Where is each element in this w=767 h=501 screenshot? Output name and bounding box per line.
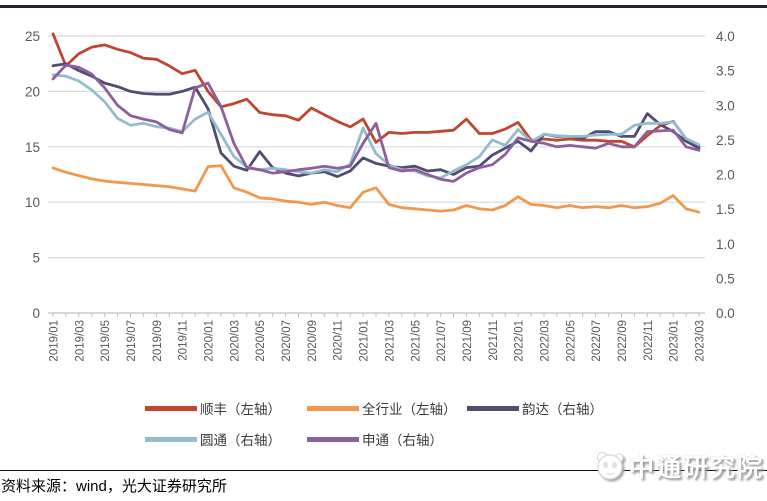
legend-label-industry: 全行业（左轴） (362, 402, 457, 417)
svg-text:2023/03: 2023/03 (695, 320, 707, 362)
svg-text:2019/07: 2019/07 (126, 320, 138, 362)
panda-logo-icon (596, 452, 624, 480)
svg-text:2019/05: 2019/05 (100, 320, 112, 362)
svg-text:2020/03: 2020/03 (229, 320, 241, 362)
svg-text:2022/07: 2022/07 (591, 320, 603, 362)
line-chart: 0 5 10 15 20 25 0.0 0.5 1.0 1.5 2.0 2.5 3.0 3.5 4.0 201… (25, 29, 735, 362)
y-axis-right-labels: 0.0 0.5 1.0 1.5 2.0 2.5 3.0 3.5 4.0 (716, 29, 735, 321)
svg-text:10: 10 (25, 195, 40, 210)
svg-text:2023/01: 2023/01 (669, 320, 681, 362)
legend-label-shentong: 申通（右轴） (362, 433, 443, 448)
source-note: 资料来源：wind，光大证券研究所 (1, 478, 227, 495)
x-axis-labels: 2019/01 2019/03 2019/05 2019/07 2019/09 2019/… (49, 320, 707, 362)
legend-label-shunfeng: 顺丰（左轴） (200, 402, 281, 417)
top-border-rule (0, 5, 767, 8)
legend-item-yuantong: 圆通（右轴） (145, 429, 307, 449)
svg-text:2022/09: 2022/09 (617, 320, 629, 362)
chart-legend: 顺丰（左轴） 全行业（左轴） 韵达（右轴） 圆通（右轴） 申通（右轴） (145, 398, 603, 449)
svg-text:4.0: 4.0 (716, 29, 735, 44)
svg-text:2.5: 2.5 (716, 133, 735, 148)
svg-text:2021/05: 2021/05 (410, 320, 422, 362)
svg-text:2022/11: 2022/11 (643, 320, 655, 361)
svg-text:3.5: 3.5 (716, 64, 735, 79)
legend-swatch-yunda (467, 405, 519, 411)
y-axis-left-labels: 0 5 10 15 20 25 (25, 29, 40, 321)
svg-text:2022/01: 2022/01 (514, 320, 526, 362)
legend-item-industry: 全行业（左轴） (307, 398, 467, 418)
series-line (51, 164, 701, 214)
series-line (51, 73, 701, 180)
svg-text:2021/07: 2021/07 (436, 320, 448, 362)
svg-text:2020/01: 2020/01 (204, 320, 216, 362)
svg-text:1.5: 1.5 (716, 202, 735, 217)
svg-text:2021/11: 2021/11 (488, 320, 500, 361)
legend-item-shentong: 申通（右轴） (307, 429, 467, 449)
svg-text:2022/05: 2022/05 (565, 320, 577, 362)
svg-text:2019/09: 2019/09 (152, 320, 164, 362)
legend-swatch-industry (307, 405, 359, 411)
svg-text:1.0: 1.0 (716, 237, 735, 252)
legend-item-shunfeng: 顺丰（左轴） (145, 398, 307, 418)
svg-text:2021/09: 2021/09 (462, 320, 474, 362)
svg-text:5: 5 (32, 251, 40, 266)
svg-text:0.5: 0.5 (716, 271, 735, 286)
legend-item-yunda: 韵达（右轴） (467, 398, 603, 418)
svg-text:2.0: 2.0 (716, 168, 735, 183)
gridlines (48, 35, 705, 259)
svg-text:0.0: 0.0 (716, 306, 735, 321)
svg-text:0: 0 (32, 306, 40, 321)
x-axis (48, 312, 705, 317)
svg-text:2020/05: 2020/05 (255, 320, 267, 362)
svg-text:20: 20 (25, 84, 40, 99)
series-line (51, 62, 701, 179)
legend-label-yunda: 韵达（右轴） (522, 402, 603, 417)
series-line (51, 63, 701, 183)
legend-swatch-shunfeng (145, 405, 197, 411)
svg-text:2019/03: 2019/03 (74, 320, 86, 362)
legend-swatch-yuantong (145, 436, 197, 442)
logo-text: 中通研究院 (628, 454, 764, 482)
svg-text:2019/11: 2019/11 (178, 320, 190, 361)
svg-text:2019/01: 2019/01 (49, 320, 61, 362)
legend-swatch-shentong (307, 436, 359, 442)
svg-text:15: 15 (25, 140, 40, 155)
footer: 资料来源：wind，光大证券研究所 (0, 470, 767, 496)
svg-text:2020/09: 2020/09 (307, 320, 319, 362)
svg-text:2021/01: 2021/01 (359, 320, 371, 362)
svg-text:2020/11: 2020/11 (333, 320, 345, 361)
series-line (51, 32, 701, 149)
svg-text:2022/03: 2022/03 (540, 320, 552, 362)
svg-text:25: 25 (25, 29, 40, 44)
svg-text:3.0: 3.0 (716, 98, 735, 113)
svg-text:2021/03: 2021/03 (384, 320, 396, 362)
series-lines (51, 32, 701, 214)
zto-research-watermark: 中通研究院 (594, 448, 764, 484)
legend-label-yuantong: 圆通（右轴） (200, 433, 281, 448)
svg-text:2020/07: 2020/07 (281, 320, 293, 362)
